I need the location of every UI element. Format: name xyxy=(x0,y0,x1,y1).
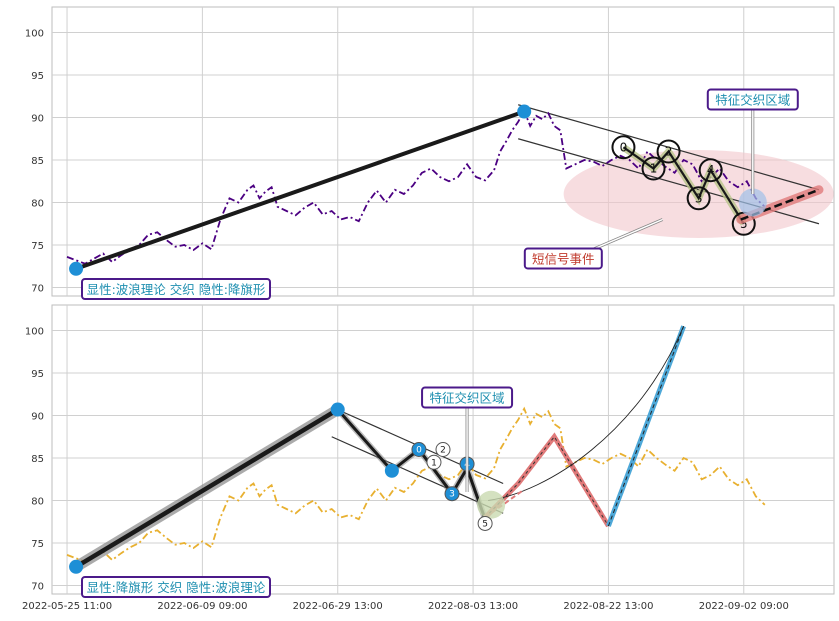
wave-label-circle xyxy=(698,158,723,183)
wave-label-circle xyxy=(411,442,427,457)
pattern-corner-box xyxy=(81,576,271,598)
y-tick-label: 90 xyxy=(31,412,44,423)
wave-label-circle xyxy=(611,135,636,160)
annotation-box xyxy=(523,247,603,270)
annotation-box xyxy=(706,88,799,111)
highlight-dot xyxy=(738,188,767,217)
y-tick-label: 80 xyxy=(31,199,44,210)
wave-label: 0 xyxy=(620,140,628,154)
projection-red-dash xyxy=(484,435,609,527)
x-tick-label: 2022-06-09 09:00 xyxy=(157,601,247,612)
wave-label-circle xyxy=(435,442,451,457)
y-tick-label: 75 xyxy=(31,539,44,550)
trend-line xyxy=(74,109,527,271)
y-tick-label: 95 xyxy=(31,71,44,82)
y-tick-label: 80 xyxy=(31,497,44,508)
price-series-line xyxy=(66,406,766,563)
y-tick-label: 100 xyxy=(25,29,44,40)
wave-label-circle xyxy=(444,486,460,502)
pivot-point xyxy=(517,104,532,119)
pattern-corner-box xyxy=(81,278,271,300)
y-tick-label: 75 xyxy=(31,241,44,252)
wave-label-circle xyxy=(426,454,442,470)
wave-label-circle xyxy=(477,515,493,531)
pattern-corner-label: 显性:波浪理论 交织 隐性:降旗形 xyxy=(87,282,266,297)
y-tick-label: 70 xyxy=(31,284,44,295)
pivot-point xyxy=(69,559,84,574)
x-tick-label: 2022-05-25 11:00 xyxy=(22,601,112,612)
wave-label: 5 xyxy=(740,217,748,231)
annotation-text: 特征交织区域 xyxy=(715,93,790,108)
pivot-point xyxy=(330,402,345,417)
pattern-corner-label: 显性:降旗形 交织 隐性:波浪理论 xyxy=(87,580,266,595)
y-tick-label: 70 xyxy=(31,582,44,593)
x-tick-label: 2022-08-03 13:00 xyxy=(428,601,518,612)
wave-label: 3 xyxy=(449,490,455,500)
wave-label: 3 xyxy=(695,191,703,205)
x-tick-label: 2022-09-02 09:00 xyxy=(699,601,789,612)
y-tick-label: 100 xyxy=(25,327,44,338)
panel-top: 70 75 80 85 90 95 100 0 12 34 5 特征交织区域短信号事件显性:波浪理论 … xyxy=(25,6,835,300)
channel-lower-line xyxy=(331,436,504,514)
trend-line xyxy=(73,407,340,570)
annotation-text: 特征交织区域 xyxy=(430,391,505,406)
wave-label: 0 xyxy=(416,446,422,456)
pattern-path xyxy=(336,408,487,520)
y-tick-label: 85 xyxy=(31,454,44,465)
annotation-box xyxy=(421,386,514,409)
pivot-point xyxy=(384,463,399,478)
wave-label-circle xyxy=(686,186,711,211)
projection-curve xyxy=(488,326,685,501)
price-series-line xyxy=(66,108,766,265)
y-tick-label: 95 xyxy=(31,369,44,380)
pivot-point xyxy=(69,261,84,276)
projection-blue-dash xyxy=(607,326,685,527)
wave-label: 2 xyxy=(440,446,446,456)
wave-label: 1 xyxy=(650,162,658,176)
wave-label: 4 xyxy=(707,163,715,177)
x-tick-label: 2022-08-22 13:00 xyxy=(563,601,653,612)
wave-label: 1 xyxy=(431,458,437,468)
x-tick-label: 2022-06-29 13:00 xyxy=(293,601,383,612)
y-tick-label: 85 xyxy=(31,156,44,167)
wave-label: 5 xyxy=(482,519,488,529)
y-tick-label: 90 xyxy=(31,114,44,125)
wave-label-circle xyxy=(656,139,681,164)
wave-label: 2 xyxy=(665,145,673,159)
annotation-text: 短信号事件 xyxy=(532,251,595,266)
panel-bottom: 707580859095100012345特征交织区域显性:降旗形 交织 隐性:… xyxy=(22,304,835,612)
wave-label-circle xyxy=(641,156,666,181)
highlight-dot xyxy=(477,490,506,519)
